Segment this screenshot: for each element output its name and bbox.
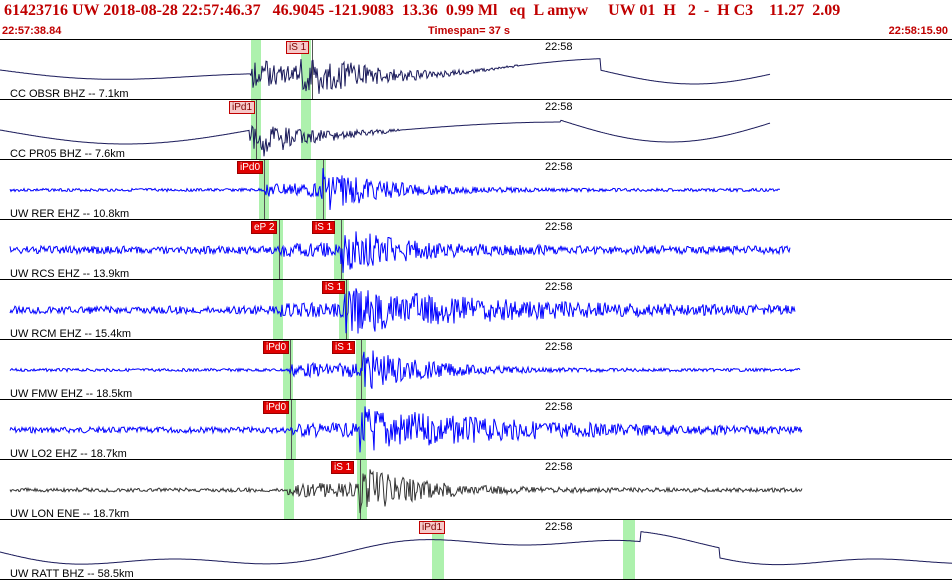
phase-pick[interactable]: iPd0 (263, 341, 290, 354)
pick-window (301, 100, 311, 160)
pick-marker (360, 460, 361, 520)
waveform-trace (0, 58, 771, 94)
pick-window (623, 520, 635, 580)
waveform-trace (9, 168, 781, 210)
seismogram (9, 168, 781, 210)
trace-panel[interactable]: iPd1 22:58 UW RATT BHZ -- 58.5km (0, 519, 952, 580)
pick-marker (279, 220, 280, 280)
seismogram (9, 469, 803, 514)
waveform-trace (9, 350, 801, 389)
trace-label: UW RATT BHZ -- 58.5km (10, 568, 134, 580)
pick-marker (312, 40, 313, 100)
trace-panel[interactable]: iPd1 22:58 CC PR05 BHZ -- 7.6km (0, 99, 952, 160)
trace-label: UW RER EHZ -- 10.8km (10, 208, 130, 220)
pick-window (251, 40, 261, 100)
pick-window (432, 520, 444, 580)
waveform-trace (0, 531, 952, 566)
seismogram (9, 350, 801, 389)
trace-label: UW RCM EHZ -- 15.4km (10, 328, 131, 340)
waveform-trace (9, 406, 803, 453)
phase-pick[interactable]: iS 1 (332, 341, 356, 354)
phase-pick[interactable]: iS 1 (312, 221, 336, 234)
event-header: 61423716 UW 2018-08-28 22:57:46.37 46.90… (0, 0, 952, 40)
phase-pick[interactable]: iPd1 (419, 521, 446, 534)
event-summary: 61423716 UW 2018-08-28 22:57:46.37 46.90… (4, 2, 841, 19)
pick-marker (346, 280, 347, 340)
time-label: 22:58 (545, 41, 573, 53)
trace-panel[interactable]: iS 1 22:58 UW RCM EHZ -- 15.4km (0, 279, 952, 340)
time-label: 22:58 (545, 521, 573, 533)
trace-label: CC OBSR BHZ -- 7.1km (10, 88, 129, 100)
pick-window (273, 220, 283, 280)
trace-panel[interactable]: eP 2 iS 1 22:58 UW RCS EHZ -- 13.9km (0, 219, 952, 280)
waveform-trace (9, 231, 791, 273)
time-label: 22:58 (545, 101, 573, 113)
time-label: 22:58 (545, 461, 573, 473)
trace-label: UW RCS EHZ -- 13.9km (10, 268, 130, 280)
seismogram (9, 406, 803, 453)
time-label: 22:58 (545, 401, 573, 413)
trace-label: UW FMW EHZ -- 18.5km (10, 388, 133, 400)
pick-window (316, 160, 326, 220)
time-label: 22:58 (545, 161, 573, 173)
pick-window (334, 220, 344, 280)
phase-pick[interactable]: iPd0 (237, 161, 264, 174)
time-label: 22:58 (545, 221, 573, 233)
pick-window (301, 40, 311, 100)
seismogram (0, 531, 952, 566)
trace-panel[interactable]: iS 1 22:58 UW LON ENE -- 18.7km (0, 459, 952, 520)
trace-panel[interactable]: iPd0 22:58 UW LO2 EHZ -- 18.7km (0, 399, 952, 460)
timespan: Timespan= 37 s (428, 25, 511, 37)
start-time: 22:57:38.84 (2, 25, 62, 37)
phase-pick[interactable]: iS 1 (331, 461, 355, 474)
seismogram (9, 288, 796, 334)
end-time: 22:58:15.90 (888, 25, 948, 37)
phase-pick[interactable]: iPd0 (263, 401, 290, 414)
waveform-trace (9, 288, 796, 334)
trace-label: UW LO2 EHZ -- 18.7km (10, 448, 127, 460)
phase-pick[interactable]: iS 1 (322, 281, 346, 294)
pick-marker (323, 160, 324, 220)
pick-window (273, 280, 283, 340)
trace-panel[interactable]: iS 1 22:58 CC OBSR BHZ -- 7.1km (0, 39, 952, 100)
waveform-trace (9, 469, 803, 514)
trace-label: CC PR05 BHZ -- 7.6km (10, 148, 125, 160)
phase-pick[interactable]: iS 1 (286, 41, 310, 54)
trace-panel[interactable]: iPd0 iS 1 22:58 UW FMW EHZ -- 18.5km (0, 339, 952, 400)
phase-pick[interactable]: iPd1 (229, 101, 256, 114)
pick-marker (290, 340, 291, 400)
seismogram (0, 119, 771, 157)
time-label: 22:58 (545, 341, 573, 353)
pick-marker (256, 100, 257, 160)
trace-panel[interactable]: iPd0 22:58 UW RER EHZ -- 10.8km (0, 159, 952, 220)
pick-marker (264, 160, 265, 220)
trace-label: UW LON ENE -- 18.7km (10, 508, 130, 520)
pick-window (284, 460, 294, 520)
phase-pick[interactable]: eP 2 (251, 221, 278, 234)
time-label: 22:58 (545, 281, 573, 293)
pick-marker (291, 400, 292, 460)
waveform-trace (0, 119, 771, 157)
seismogram (9, 231, 791, 273)
pick-window (339, 280, 349, 340)
seismogram (0, 58, 771, 94)
